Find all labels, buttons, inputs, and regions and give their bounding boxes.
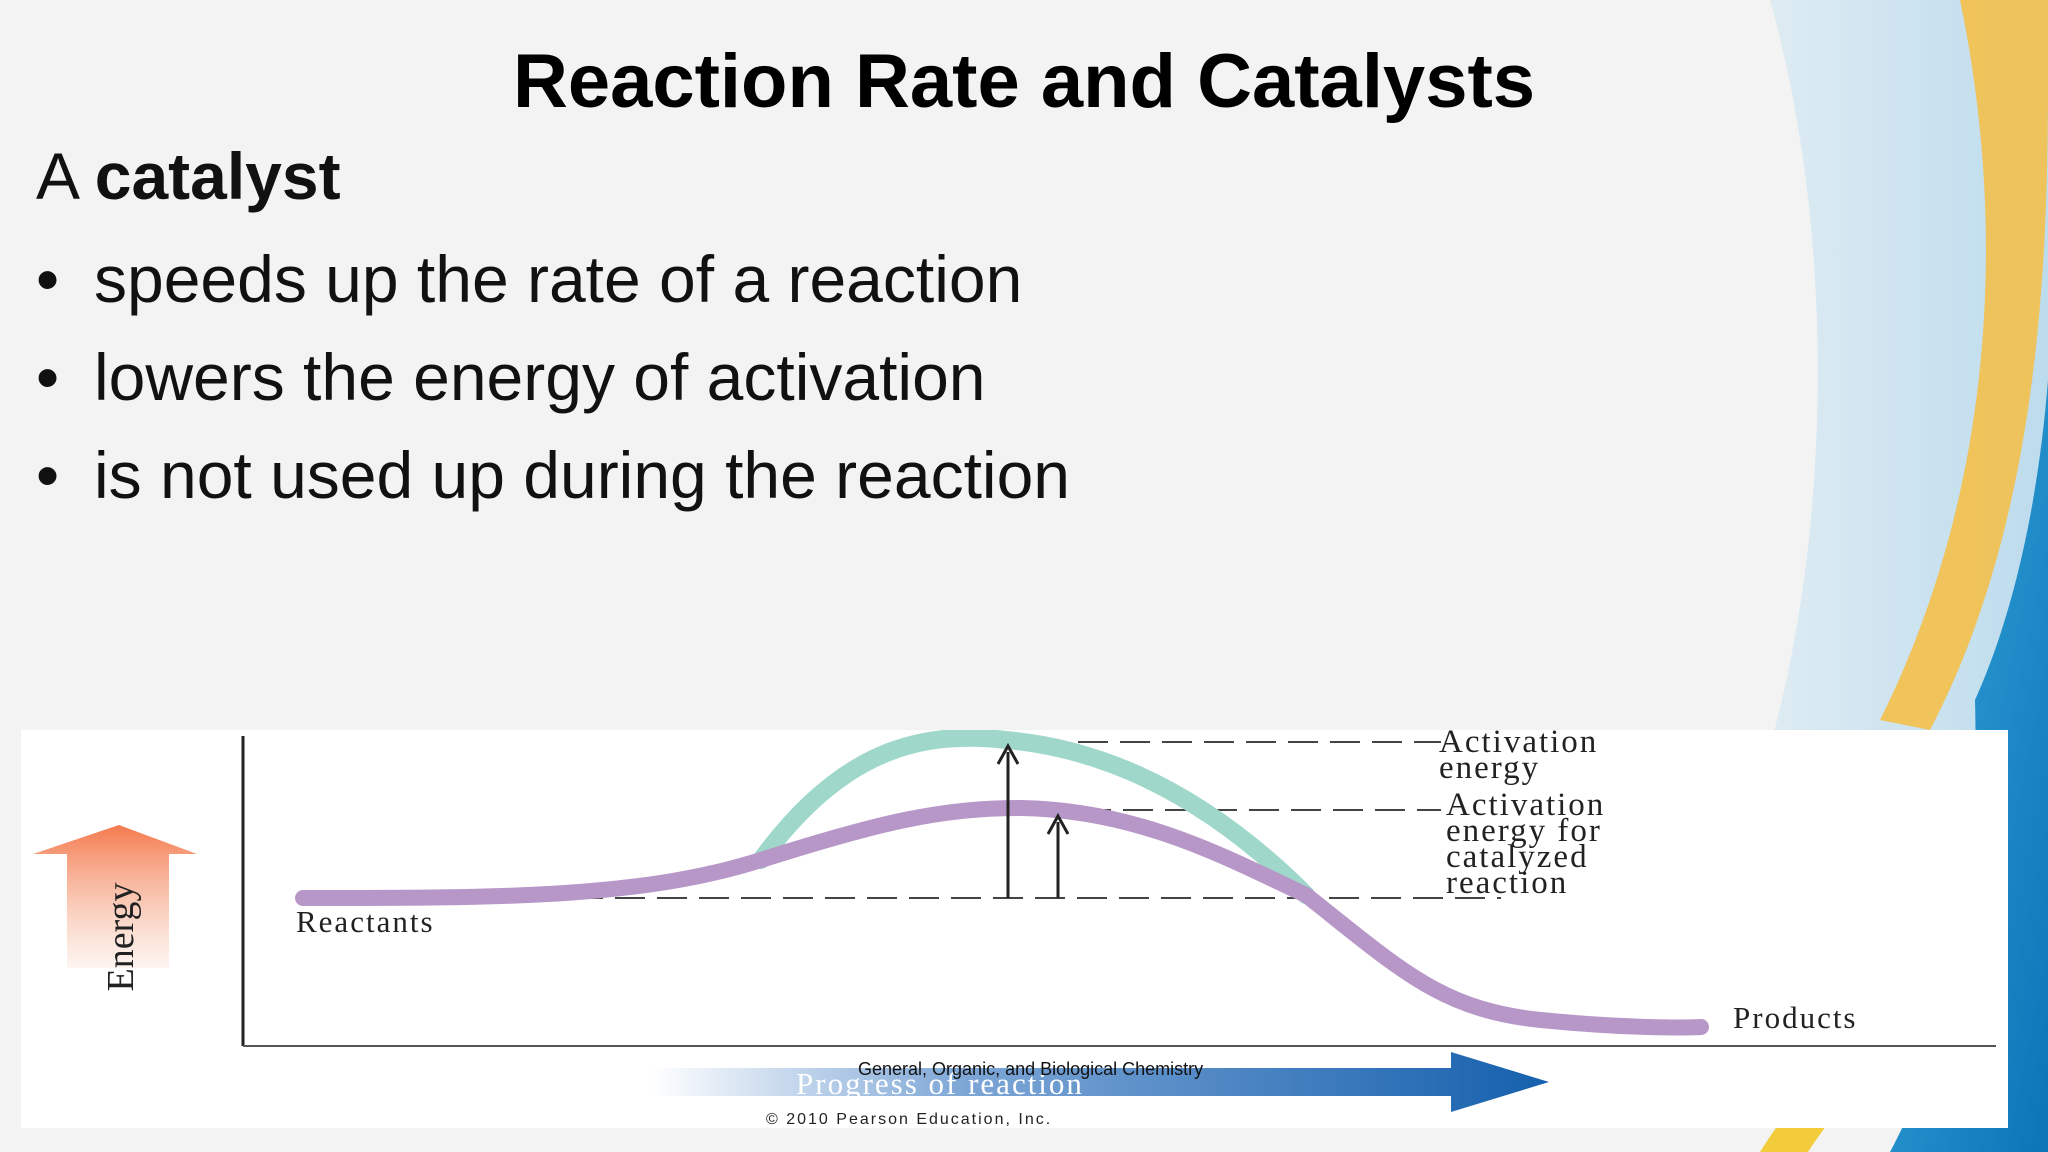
blue-corner xyxy=(1890,380,2048,1152)
yellow-ribbon xyxy=(1880,0,2048,730)
activation-label-line1: Activation xyxy=(1439,730,1598,760)
reactants-label: Reactants xyxy=(296,904,435,939)
footer-text: General, Organic, and Biological Chemist… xyxy=(858,1059,1204,1079)
catalyzed-arrowhead-icon xyxy=(1046,812,1070,835)
products-label: Products xyxy=(1733,1000,1858,1035)
energy-axis-label: Energy xyxy=(100,882,142,991)
bullet-text: is not used up during the reaction xyxy=(94,438,1070,512)
bullet-dot-icon: • xyxy=(36,438,60,512)
catalyzed-label-line4: reaction xyxy=(1446,865,1568,901)
uncatalyzed-curve xyxy=(752,730,1315,904)
bullet-dot-icon: • xyxy=(36,242,60,316)
slide-title: Reaction Rate and Catalysts xyxy=(512,39,1536,124)
intro-prefix: A xyxy=(36,139,77,213)
energy-axis-arrow-icon xyxy=(33,825,197,968)
bullet-item: • lowers the energy of activation xyxy=(36,333,1070,431)
intro-line: A catalyst xyxy=(36,138,341,214)
progress-axis-label: Progress of reaction xyxy=(796,1066,1084,1101)
activation-arrowhead-icon xyxy=(996,742,1020,765)
energy-diagram: Energy Activation energy Activation ener… xyxy=(33,730,1996,1128)
bullet-dot-icon: • xyxy=(36,340,60,414)
intro-bold-term: catalyst xyxy=(94,139,341,213)
bullet-text: speeds up the rate of a reaction xyxy=(94,242,1023,316)
bullet-list: • speeds up the rate of a reaction • lower… xyxy=(36,235,1070,529)
energy-diagram-panel: Energy Activation energy Activation ener… xyxy=(21,730,2008,1128)
bullet-item: • speeds up the rate of a reaction xyxy=(36,235,1070,333)
copyright-text: © 2010 Pearson Education, Inc. xyxy=(766,1111,1052,1128)
catalyzed-curve xyxy=(295,799,1709,1036)
bullet-item: • is not used up during the reaction xyxy=(36,431,1070,529)
bullet-text: lowers the energy of activation xyxy=(94,340,986,414)
progress-arrow-icon xyxy=(651,1052,1549,1112)
catalyzed-label-line2: energy for xyxy=(1446,813,1602,849)
catalyzed-label-line1: Activation xyxy=(1446,787,1605,823)
activation-label-line2: energy xyxy=(1439,750,1540,786)
catalyzed-label-line3: catalyzed xyxy=(1446,839,1589,875)
